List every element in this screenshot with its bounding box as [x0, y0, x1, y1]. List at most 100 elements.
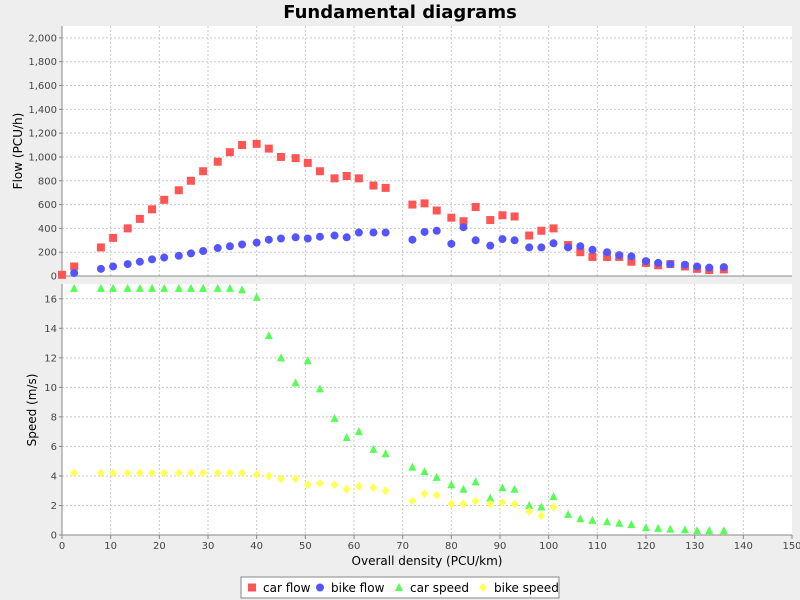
- x-tick-label: 80: [445, 541, 458, 552]
- y-tick-label: 12: [44, 353, 57, 364]
- bike-flow-point: [420, 227, 429, 236]
- bike-flow-point: [148, 255, 157, 264]
- bike-flow-point: [705, 263, 714, 272]
- car-flow-point: [471, 202, 480, 211]
- car-speed-point: [471, 477, 480, 486]
- bike-flow-point: [213, 244, 222, 253]
- car-flow-point: [498, 211, 507, 220]
- bike-flow-point: [471, 236, 480, 245]
- car-speed-point: [564, 509, 573, 518]
- bike-speed-point: [342, 484, 351, 494]
- bike-speed-point: [291, 474, 300, 484]
- car-speed-point: [420, 467, 429, 476]
- car-speed-point: [238, 285, 247, 294]
- car-speed-point: [486, 493, 495, 502]
- y-tick-label: 0: [51, 272, 57, 283]
- bike-speed-point: [354, 481, 363, 491]
- x-tick-label: 120: [636, 541, 655, 552]
- bike-speed-point: [447, 499, 456, 509]
- bike-speed-point: [459, 499, 468, 509]
- car-speed-point: [627, 520, 636, 529]
- car-speed-point: [498, 483, 507, 492]
- car-speed-point: [109, 283, 118, 292]
- bike-speed-point: [486, 499, 495, 509]
- y-tick-label: 200: [38, 248, 57, 259]
- flow-panel: 0 200 400 600 800 1,000 1,200 1,400 1,600 1,800 2,…: [11, 26, 792, 283]
- bike-flow-point: [603, 248, 612, 257]
- car-flow-point: [627, 257, 636, 266]
- legend-entry-bike-speed: bike speed: [479, 581, 559, 595]
- bike-flow-point: [109, 262, 118, 271]
- bike-flow-point: [96, 264, 105, 273]
- bike-flow-point: [693, 262, 702, 271]
- bike-flow-point: [549, 239, 558, 248]
- car-flow-point: [408, 200, 417, 209]
- bike-flow-point: [627, 252, 636, 261]
- bike-flow-point: [174, 251, 183, 260]
- bike-flow-point: [719, 263, 728, 272]
- car-speed-point: [432, 472, 441, 481]
- x-tick-label: 70: [396, 541, 409, 552]
- bike-speed-point: [148, 468, 157, 478]
- x-axis-ticks: 0 10 20 30 40 50 60 70 80 90 100 110 120 130 140 150: [59, 535, 800, 552]
- x-tick-label: 140: [734, 541, 753, 552]
- bike-speed-point: [303, 480, 312, 490]
- car-flow-point: [264, 144, 273, 153]
- car-speed-point: [408, 462, 417, 471]
- bike-speed-point: [277, 474, 285, 484]
- car-speed-point: [510, 484, 519, 493]
- bike-speed-point: [471, 496, 480, 506]
- car-flow-point: [213, 157, 222, 166]
- car-flow-point: [432, 206, 441, 215]
- bike-flow-point: [70, 269, 79, 278]
- x-tick-label: 20: [153, 541, 166, 552]
- bike-flow-point: [525, 243, 534, 252]
- car-flow-point: [58, 270, 66, 279]
- bike-flow-point: [330, 231, 339, 240]
- bike-flow-point: [537, 243, 546, 252]
- bike-flow-point: [342, 233, 351, 242]
- flow-plot-area: [62, 26, 792, 276]
- car-flow-point: [315, 167, 324, 176]
- bike-flow-point: [291, 233, 300, 242]
- car-flow-point: [354, 174, 363, 183]
- x-tick-label: 10: [104, 541, 117, 552]
- bike-speed-point: [109, 468, 118, 478]
- bike-flow-point: [654, 258, 663, 267]
- car-flow-point: [588, 252, 597, 261]
- bike-speed-point: [238, 468, 247, 478]
- speed-y-axis-label: Speed (m/s): [25, 374, 39, 447]
- car-flow-point: [199, 167, 208, 176]
- car-speed-point: [291, 378, 300, 387]
- car-speed-point: [186, 283, 195, 292]
- car-speed-point: [615, 518, 624, 527]
- bike-speed-point: [525, 506, 534, 516]
- car-speed-point: [354, 427, 363, 436]
- legend-entry-bike-flow: bike flow: [316, 581, 385, 595]
- car-speed-point: [654, 523, 663, 532]
- y-tick-label: 16: [44, 294, 57, 305]
- y-tick-label: 2,000: [28, 33, 57, 44]
- bike-flow-point: [186, 249, 195, 258]
- y-tick-label: 600: [38, 200, 57, 211]
- car-speed-point: [277, 353, 285, 362]
- bike-speed-point: [330, 480, 339, 490]
- bike-flow-point: [498, 235, 507, 244]
- car-flow-point: [291, 154, 300, 163]
- car-flow-point: [549, 224, 558, 233]
- car-speed-point: [252, 292, 261, 301]
- x-tick-label: 150: [782, 541, 800, 552]
- bike-flow-point: [160, 253, 169, 262]
- car-flow-point: [252, 139, 261, 148]
- bike-flow-point: [615, 251, 624, 260]
- car-speed-point: [96, 283, 105, 292]
- speed-gridlines: [62, 284, 792, 535]
- car-flow-legend-icon: [248, 583, 256, 592]
- car-flow-point: [369, 181, 378, 190]
- car-flow-point: [342, 172, 351, 180]
- chart-title: Fundamental diagrams: [283, 2, 517, 23]
- bike-speed-point: [315, 478, 324, 488]
- x-tick-label: 40: [250, 541, 263, 552]
- y-tick-label: 14: [44, 324, 57, 335]
- y-tick-label: 4: [51, 471, 57, 482]
